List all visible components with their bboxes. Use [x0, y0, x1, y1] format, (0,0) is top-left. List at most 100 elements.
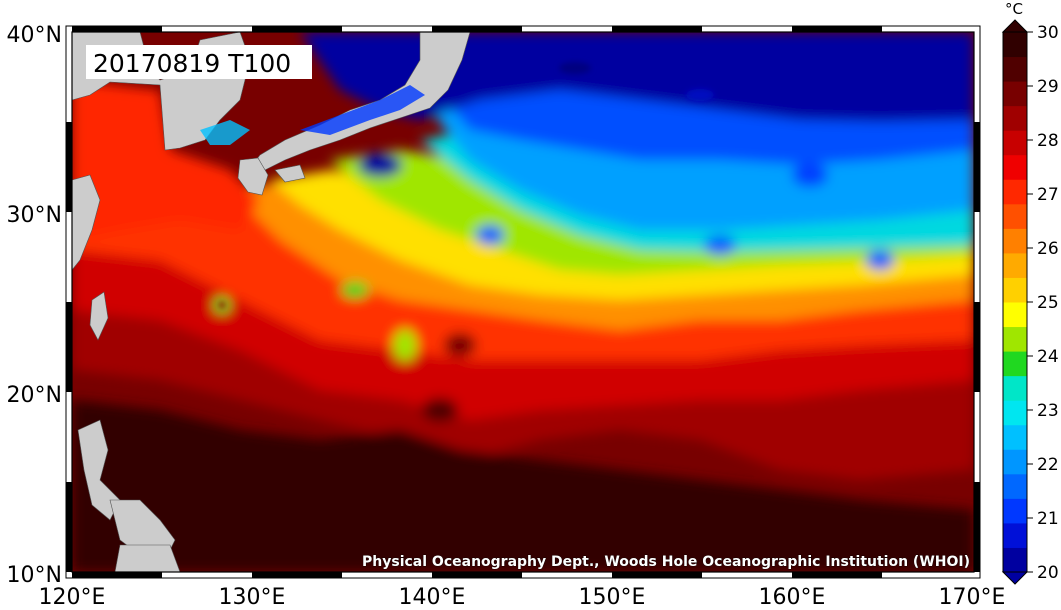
mindanao	[114, 544, 181, 572]
colorbar-swatch	[1003, 81, 1027, 107]
date-label-box	[86, 45, 312, 79]
colorbar-swatch	[1003, 130, 1027, 156]
colorbar-tick-label: 28	[1037, 131, 1059, 151]
cold-eddy	[358, 153, 402, 177]
colorbar-swatch	[1003, 522, 1027, 548]
colorbar-swatch	[1003, 277, 1027, 303]
colorbar-max-arrow	[1001, 19, 1029, 33]
band-27-28	[72, 180, 974, 420]
cold-core	[559, 62, 591, 74]
lon-tick-label: 140°E	[399, 585, 466, 610]
cold-eddy	[866, 250, 894, 270]
band-above-29	[72, 400, 974, 572]
border-segment	[252, 26, 342, 32]
kuroshio-warm	[72, 80, 260, 240]
japan-kyushu	[237, 157, 269, 196]
border-segment	[974, 482, 980, 572]
colorbar-swatch	[1003, 203, 1027, 229]
colorbar-swatch	[1003, 326, 1027, 352]
border-segment	[792, 572, 882, 578]
coastal-water	[200, 85, 425, 145]
colorbar-swatch	[1003, 32, 1027, 58]
colorbar-swatch	[1003, 56, 1027, 82]
colorbar-swatches	[1003, 32, 1027, 573]
map-border-checkers	[65, 25, 981, 579]
warm-core	[219, 302, 225, 308]
colorbar-swatch	[1003, 228, 1027, 254]
cool-patch	[341, 282, 369, 298]
border-segment	[432, 572, 522, 578]
lon-tick-label: 130°E	[219, 585, 286, 610]
coastal-cold-strip	[200, 120, 250, 145]
colorbar-swatch	[1003, 375, 1027, 401]
colorbar-tick-label: 20	[1037, 563, 1059, 583]
colorbar-tick-label: 22	[1037, 455, 1059, 475]
border-segment	[974, 302, 980, 392]
temperature-field	[72, 32, 974, 572]
cold-core	[686, 89, 714, 101]
band-25-26	[230, 180, 974, 330]
date-label: 20170819 T100	[93, 49, 291, 78]
credit-text: Physical Oceanography Dept., Woods Hole …	[362, 554, 970, 570]
border-segment	[792, 26, 882, 32]
border-segment	[72, 572, 162, 578]
cool-patch	[393, 329, 417, 361]
band-below-20	[300, 32, 974, 122]
lon-tick-label: 120°E	[39, 585, 106, 610]
colorbar-swatch	[1003, 252, 1027, 278]
colorbar-tick-label: 21	[1037, 509, 1059, 529]
lat-axis: 40°N 30°N 20°N 10°N	[7, 23, 62, 588]
cold-eddy	[476, 225, 504, 245]
colorbar-tick-label: 29	[1037, 77, 1059, 97]
colorbar-swatch	[1003, 424, 1027, 450]
border-segment	[974, 122, 980, 212]
lon-tick-label: 150°E	[579, 585, 646, 610]
colorbar-tick-label: 26	[1037, 239, 1059, 259]
colorbar-swatch	[1003, 179, 1027, 205]
lon-axis: 120°E 130°E 140°E 150°E 160°E 170°E	[39, 585, 1006, 610]
shikoku	[274, 164, 306, 183]
colorbar-swatch	[1003, 105, 1027, 131]
border-segment	[432, 26, 522, 32]
colorbar-swatch	[1003, 498, 1027, 524]
eddy-details	[219, 62, 714, 308]
border-segment	[612, 26, 702, 32]
coastal-cold-strip	[300, 85, 425, 135]
lat-tick-label: 20°N	[7, 383, 62, 408]
colorbar-swatch	[1003, 302, 1027, 328]
china-southeast	[72, 174, 101, 271]
lat-tick-label: 40°N	[7, 23, 62, 48]
border-segment	[72, 26, 162, 32]
colorbar-swatch	[1003, 400, 1027, 426]
colorbar-swatch	[1003, 154, 1027, 180]
warm-eddy	[444, 333, 476, 357]
colorbar-tick-label: 27	[1037, 185, 1059, 205]
lon-tick-label: 160°E	[759, 585, 826, 610]
colorbar-unit: °C	[1005, 0, 1023, 18]
lat-tick-label: 30°N	[7, 203, 62, 228]
colorbar-tick-label: 25	[1037, 293, 1059, 313]
border-segment	[66, 482, 72, 572]
lat-tick-label: 10°N	[7, 563, 62, 588]
lon-tick-label: 170°E	[939, 585, 1006, 610]
border-segment	[612, 572, 702, 578]
colorbar-tick-label: 24	[1037, 347, 1059, 367]
colorbar-tick-label: 30	[1037, 23, 1059, 43]
taiwan	[89, 291, 109, 341]
colorbar-swatch	[1003, 351, 1027, 377]
outer-frame	[65, 25, 981, 579]
colorbar: °C 30 29 28 27 26 25 24 23 22 21 20	[1001, 0, 1059, 585]
colorbar-min-arrow	[1001, 571, 1029, 585]
map-area	[72, 32, 974, 572]
colorbar-labels: 30 29 28 27 26 25 24 23 22 21 20	[1027, 23, 1059, 583]
colorbar-swatch	[1003, 547, 1027, 573]
cold-eddy	[792, 163, 828, 187]
warm-eddy	[422, 398, 458, 422]
colorbar-swatch	[1003, 449, 1027, 475]
border-segment	[66, 302, 72, 392]
colorbar-swatch	[1003, 473, 1027, 499]
colorbar-tick-label: 23	[1037, 401, 1059, 421]
cold-eddy	[704, 235, 736, 255]
border-segment	[252, 572, 342, 578]
